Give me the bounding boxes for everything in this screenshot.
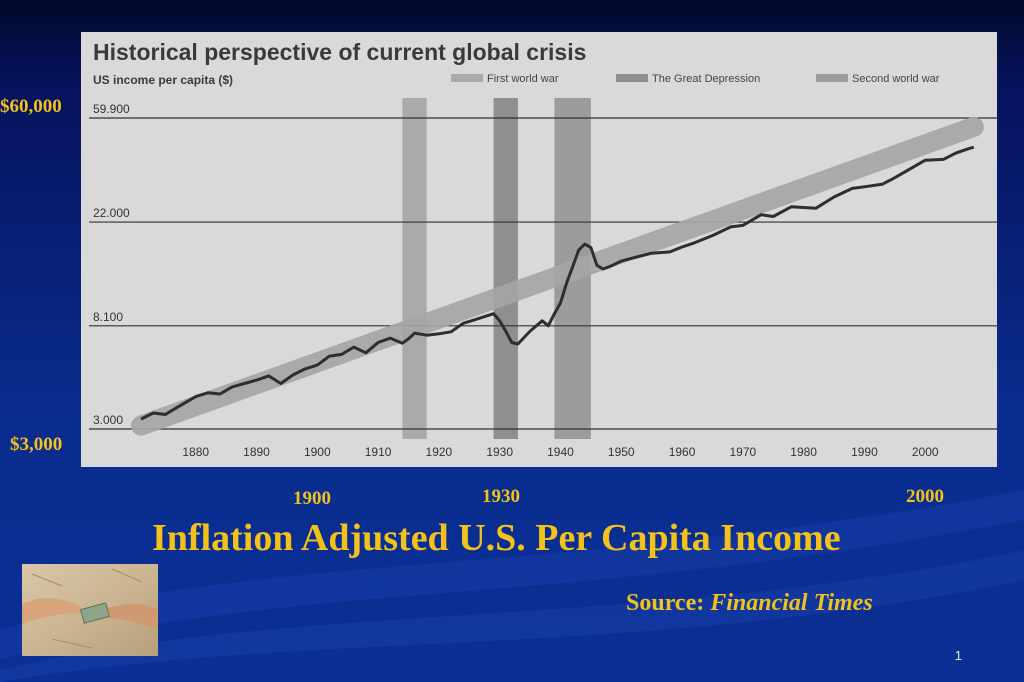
- chart-ylabel: US income per capita ($): [93, 73, 233, 87]
- x-tick-label: 1960: [669, 445, 696, 459]
- legend-swatch-1: [451, 74, 483, 82]
- chart-legend: First world war The Great Depression Secon…: [451, 73, 940, 85]
- slide-y-label-top: $60,000: [0, 96, 62, 117]
- legend-label-1: First world war: [487, 73, 559, 85]
- legend-swatch-2: [616, 74, 648, 82]
- x-tick-label: 1980: [790, 445, 817, 459]
- chart-x-ticks: 1880 1890 1900 1910 1920 1930 1940 1950 1960 1970…: [182, 445, 939, 459]
- slide-y-label-bottom: $3,000: [10, 434, 63, 455]
- x-tick-label: 1940: [547, 445, 574, 459]
- x-tick-label: 1970: [729, 445, 756, 459]
- slide-year-label-1930: 1930: [482, 486, 520, 507]
- chart: Historical perspective of current global…: [81, 32, 997, 467]
- x-tick-label: 1910: [365, 445, 392, 459]
- slide-year-label-1900: 1900: [293, 488, 331, 509]
- legend-label-2: The Great Depression: [652, 73, 760, 85]
- source-label: Source:: [626, 590, 705, 616]
- y-tick-label: 3.000: [93, 413, 123, 427]
- shaded-period-2: [493, 98, 518, 439]
- y-tick-label: 59.900: [93, 102, 130, 116]
- y-tick-label: 22.000: [93, 206, 130, 220]
- income-line: [140, 145, 975, 421]
- shaded-period-1: [402, 98, 427, 439]
- legend-swatch-3: [816, 74, 848, 82]
- x-tick-label: 1920: [426, 445, 453, 459]
- slide-year-label-2000: 2000: [906, 486, 944, 507]
- x-tick-label: 2000: [912, 445, 939, 459]
- slide-number: 1: [954, 648, 962, 663]
- trend-band: [131, 116, 984, 436]
- x-tick-label: 1990: [851, 445, 878, 459]
- chart-series: [140, 145, 975, 421]
- x-tick-label: 1900: [304, 445, 331, 459]
- source-name: Financial Times: [710, 590, 873, 616]
- chart-y-ticks: 59.900 22.000 8.100 3.000: [93, 102, 130, 427]
- chart-trend-band: [131, 116, 984, 436]
- x-tick-label: 1950: [608, 445, 635, 459]
- hands-money-image: [22, 564, 158, 656]
- chart-gridlines: [89, 117, 997, 430]
- x-tick-label: 1890: [243, 445, 270, 459]
- x-tick-label: 1880: [182, 445, 209, 459]
- y-tick-label: 8.100: [93, 310, 123, 324]
- slide-title: Inflation Adjusted U.S. Per Capita Incom…: [152, 517, 841, 559]
- x-tick-label: 1930: [486, 445, 513, 459]
- slide-source: Source: Financial Times: [626, 590, 873, 617]
- chart-title: Historical perspective of current global…: [93, 39, 586, 65]
- legend-label-3: Second world war: [852, 73, 940, 85]
